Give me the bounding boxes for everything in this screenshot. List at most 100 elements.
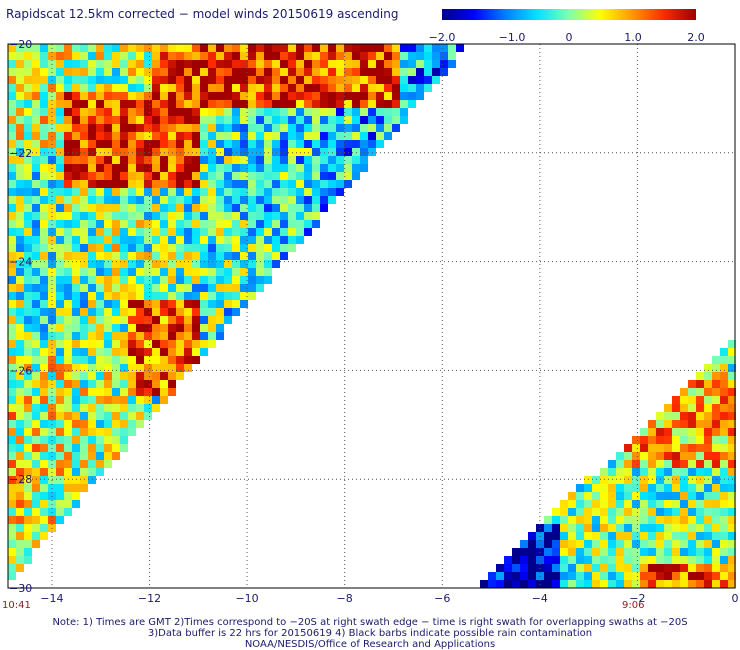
swath-cell [224, 260, 232, 268]
swath-cell [64, 388, 72, 396]
swath-cell [320, 156, 328, 164]
swath-cell [720, 356, 728, 364]
swath-cell [136, 404, 144, 412]
swath-cell [88, 60, 96, 68]
swath-cell [16, 44, 24, 52]
swath-cell [304, 196, 312, 204]
swath-cell [168, 92, 176, 100]
swath-cell [192, 68, 200, 76]
swath-cell [24, 356, 32, 364]
swath-cell [248, 172, 256, 180]
swath-cell [72, 52, 80, 60]
swath-cell [264, 196, 272, 204]
swath-cell [200, 268, 208, 276]
swath-cell [656, 516, 664, 524]
swath-cell [280, 76, 288, 84]
swath-cell [8, 252, 16, 260]
swath-cell [720, 364, 728, 372]
swath-cell [296, 60, 304, 68]
swath-cell [128, 228, 136, 236]
swath-cell [32, 132, 40, 140]
swath-cell [80, 68, 88, 76]
swath-cell [24, 324, 32, 332]
swath-cell [240, 132, 248, 140]
swath-cell [272, 52, 280, 60]
swath-cell [120, 292, 128, 300]
swath-cell [352, 52, 360, 60]
swath-cell [112, 292, 120, 300]
swath-cell [392, 124, 400, 132]
swath-cell [160, 220, 168, 228]
swath-cell [248, 124, 256, 132]
swath-cell [120, 276, 128, 284]
swath-cell [648, 548, 656, 556]
longitude-tick-label: 0 [732, 592, 739, 605]
swath-cell [24, 244, 32, 252]
swath-cell [8, 108, 16, 116]
swath-cell [144, 404, 152, 412]
swath-cell [120, 340, 128, 348]
swath-cell [152, 108, 160, 116]
swath-cell [584, 548, 592, 556]
swath-cell [152, 100, 160, 108]
swath-cell [128, 84, 136, 92]
swath-cell [112, 372, 120, 380]
swath-cell [64, 452, 72, 460]
swath-cell [200, 236, 208, 244]
swath-cell [72, 132, 80, 140]
swath-cell [16, 268, 24, 276]
swath-cell [248, 292, 256, 300]
swath-cell [688, 484, 696, 492]
swath-cell [296, 124, 304, 132]
note-line-3: NOAA/NESDIS/Office of Research and Appli… [244, 639, 496, 650]
swath-cell [64, 228, 72, 236]
swath-cell [104, 236, 112, 244]
swath-cell [80, 164, 88, 172]
swath-cell [192, 252, 200, 260]
swath-cell [216, 284, 224, 292]
swath-cell [648, 540, 656, 548]
swath-cell [592, 508, 600, 516]
swath-cell [176, 60, 184, 68]
swath-cell [608, 460, 616, 468]
swath-cell [272, 212, 280, 220]
swath-cell [240, 260, 248, 268]
swath-cell [368, 148, 376, 156]
swath-cell [128, 204, 136, 212]
swath-cell [688, 452, 696, 460]
swath-cell [360, 92, 368, 100]
swath-cell [208, 164, 216, 172]
colorbar: −2.0 −1.0 0 1.0 2.0 [429, 9, 705, 44]
swath-cell [360, 132, 368, 140]
swath-cell [104, 428, 112, 436]
swath-cell [40, 204, 48, 212]
swath-cell [232, 156, 240, 164]
swath-cell [8, 316, 16, 324]
swath-cell [264, 260, 272, 268]
swath-cell [384, 68, 392, 76]
swath-cell [656, 484, 664, 492]
swath-cell [256, 140, 264, 148]
swath-cell [8, 140, 16, 148]
swath-cell [248, 268, 256, 276]
swath-cell [384, 124, 392, 132]
swath-cell [232, 148, 240, 156]
swath-cell [224, 292, 232, 300]
swath-cell [144, 228, 152, 236]
swath-cell [136, 148, 144, 156]
swath-cell [120, 220, 128, 228]
swath-cell [112, 396, 120, 404]
swath-cell [184, 268, 192, 276]
swath-cell [512, 572, 520, 580]
swath-cell [720, 420, 728, 428]
swath-cell [688, 460, 696, 468]
swath-cell [96, 436, 104, 444]
swath-cell [144, 244, 152, 252]
swath-cell [704, 444, 712, 452]
swath-cell [96, 276, 104, 284]
swath-cell [128, 188, 136, 196]
swath-cell [624, 452, 632, 460]
swath-cell [32, 164, 40, 172]
swath-cell [328, 52, 336, 60]
swath-cell [240, 284, 248, 292]
